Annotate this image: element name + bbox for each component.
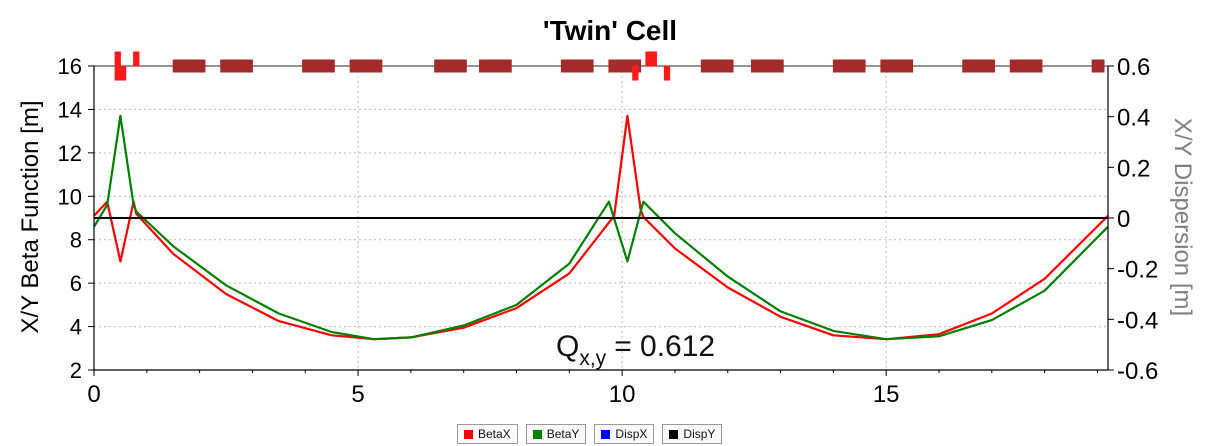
dipole-magnet: [479, 59, 512, 73]
dipole-magnet: [751, 59, 784, 73]
dipole-magnet: [172, 59, 206, 73]
tune-value: = 0.612: [614, 330, 715, 363]
y-tick-label: 6: [70, 271, 82, 296]
dipole-magnet: [700, 59, 734, 73]
dipole-magnet: [832, 59, 866, 73]
legend-label: BetaY: [546, 427, 580, 441]
dipole-magnet: [220, 59, 253, 73]
y-axis-label: X/Y Beta Function [m]: [17, 100, 44, 333]
legend-label: DispY: [683, 427, 716, 441]
y-tick-label: 16: [58, 54, 82, 79]
y-tick-label: 10: [58, 184, 82, 209]
x-tick-label: 10: [609, 381, 636, 408]
legend-item-betay[interactable]: BetaY: [525, 424, 587, 444]
x-tick-label: 15: [873, 381, 900, 408]
series-betax: [93, 114, 1109, 341]
quad-d-magnet: [114, 65, 127, 81]
tune-symbol: Q: [556, 330, 579, 363]
legend-swatch: [464, 429, 473, 439]
dipole-magnet: [349, 59, 383, 73]
legend-swatch: [601, 429, 611, 439]
dipole-magnet: [434, 59, 467, 73]
legend-swatch: [532, 429, 542, 439]
series-betay: [93, 114, 1109, 341]
quad-d-magnet: [632, 65, 639, 81]
dipole-magnet: [302, 59, 335, 73]
y2-tick-label: 0: [1117, 206, 1130, 233]
dipole-magnet: [962, 59, 995, 73]
dipole-magnet: [880, 59, 914, 73]
tune-annotation: Qx,y = 0.612: [556, 330, 715, 370]
y-tick-label: 14: [58, 97, 82, 122]
y2-tick-label: 0.4: [1117, 105, 1150, 132]
x-tick-label: 0: [87, 381, 100, 408]
y2-tick-label: 0.6: [1117, 54, 1150, 81]
quad-f-magnet: [133, 51, 140, 67]
legend-item-dispy[interactable]: DispY: [662, 424, 723, 444]
dipole-magnet: [560, 59, 594, 73]
legend: BetaX BetaY DispX DispY: [457, 424, 723, 444]
x-tick-label: 5: [351, 381, 364, 408]
lattice-strip: [94, 51, 1108, 81]
chart-title: 'Twin' Cell: [543, 15, 677, 46]
series-layer: [93, 114, 1109, 341]
quad-f-magnet: [645, 51, 657, 67]
y2-tick-label: -0.4: [1117, 307, 1158, 334]
legend-item-dispx[interactable]: DispX: [594, 424, 655, 444]
tune-subscript: x,y: [579, 347, 606, 370]
y2-tick-label: -0.2: [1117, 257, 1158, 284]
dipole-magnet: [1091, 59, 1105, 73]
y-tick-label: 2: [70, 358, 82, 383]
dipole-magnet: [1009, 59, 1043, 73]
quad-f-magnet: [114, 51, 121, 67]
legend-label: DispX: [615, 427, 648, 441]
y2-tick-label: 0.2: [1117, 155, 1150, 182]
y-tick-label: 4: [70, 315, 82, 340]
y2-tick-label: -0.6: [1117, 358, 1158, 385]
legend-item-betax[interactable]: BetaX: [457, 424, 518, 444]
axes: 2 4 6 8 10 12 14 16 -0.6 -0.4 -0.2 0 0.2 0.4 0.6 0 5 10 15: [58, 54, 1159, 408]
quad-d-magnet: [663, 65, 671, 81]
y2-axis-label: X/Y Dispersion [m]: [1169, 118, 1196, 316]
y-tick-label: 8: [70, 228, 82, 253]
legend-swatch: [669, 429, 679, 439]
y-tick-label: 12: [58, 141, 82, 166]
legend-label: BetaX: [478, 427, 511, 441]
